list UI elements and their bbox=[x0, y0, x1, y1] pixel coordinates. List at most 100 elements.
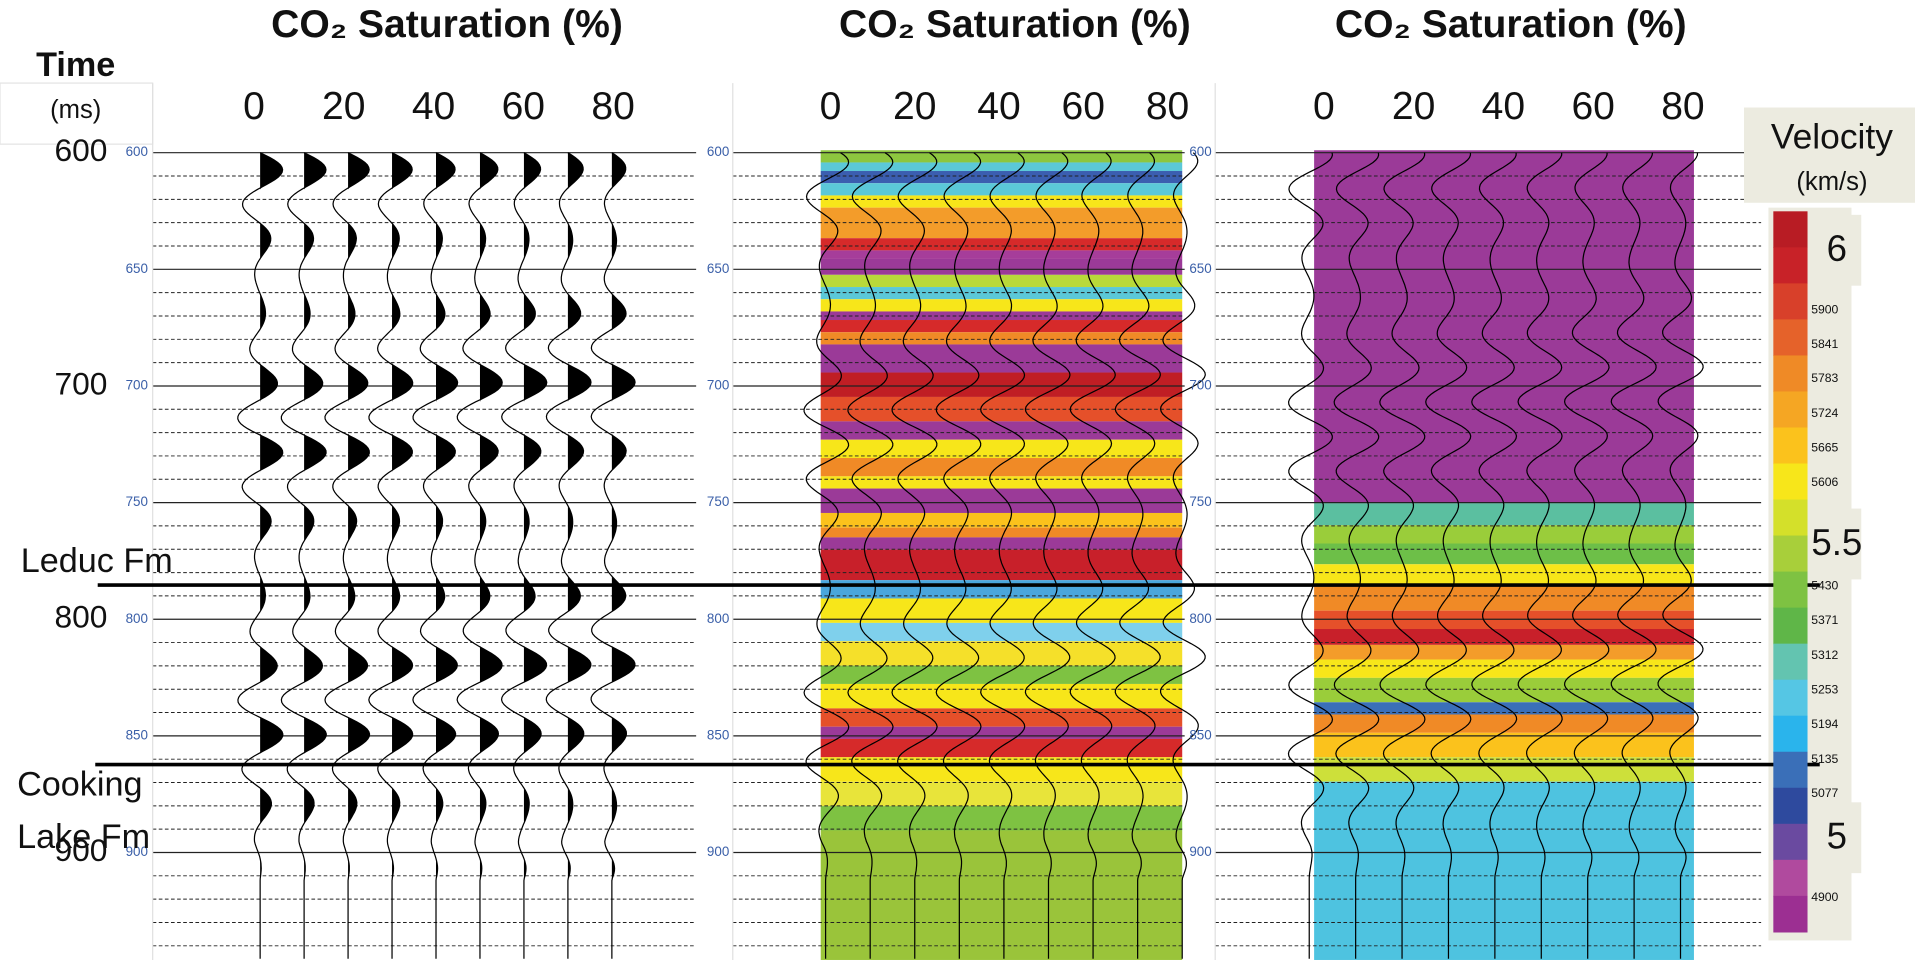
x-tick-label: 60 bbox=[1571, 85, 1614, 128]
panel-time-label: 850 bbox=[707, 727, 729, 742]
velocity-band bbox=[1314, 544, 1694, 565]
velocity-band bbox=[821, 550, 1183, 581]
colorbar-tick-label: 5430 bbox=[1811, 579, 1838, 593]
colorbar-tick-label: 5253 bbox=[1811, 683, 1838, 697]
panel-time-label: 800 bbox=[1189, 611, 1211, 626]
panel-time-label: 600 bbox=[1189, 144, 1211, 159]
panel-time-label: 800 bbox=[126, 611, 148, 626]
colorbar-tick-label: 5135 bbox=[1811, 752, 1838, 766]
colorbar-tick-label: 5900 bbox=[1811, 302, 1838, 316]
colorbar-swatch bbox=[1773, 716, 1807, 753]
time-tick-label: 800 bbox=[54, 599, 107, 635]
colorbar-tick-label: 5783 bbox=[1811, 371, 1838, 385]
colorbar-swatch bbox=[1773, 752, 1807, 789]
velocity-band bbox=[821, 489, 1183, 513]
panel-time-label: 700 bbox=[1189, 378, 1211, 393]
velocity-band bbox=[821, 320, 1183, 332]
colorbar-swatch bbox=[1773, 860, 1807, 897]
x-tick-label: 0 bbox=[820, 85, 842, 128]
velocity-band bbox=[821, 513, 1183, 528]
velocity-band bbox=[1314, 150, 1694, 503]
velocity-band bbox=[821, 332, 1183, 344]
panel-time-label: 850 bbox=[1189, 727, 1211, 742]
x-tick-label: 60 bbox=[502, 85, 545, 128]
panel-time-label: 900 bbox=[1189, 844, 1211, 859]
formation-label: Cooking bbox=[17, 766, 142, 804]
velocity-band bbox=[1314, 586, 1694, 610]
velocity-band bbox=[821, 528, 1183, 538]
colorbar-swatch bbox=[1773, 572, 1807, 609]
x-tick-label: 80 bbox=[1146, 85, 1189, 128]
x-tick-label: 40 bbox=[1482, 85, 1525, 128]
x-tick-label: 40 bbox=[412, 85, 455, 128]
colorbar-tick-label: 5371 bbox=[1811, 613, 1838, 627]
panel-time-label: 750 bbox=[126, 494, 148, 509]
velocity-band bbox=[821, 708, 1183, 726]
x-tick-label: 80 bbox=[591, 85, 634, 128]
panel-time-label: 800 bbox=[707, 611, 729, 626]
panel-time-label: 650 bbox=[707, 261, 729, 276]
colorbar-swatch bbox=[1773, 500, 1807, 537]
velocity-band bbox=[1314, 525, 1694, 543]
time-axis-unit: (ms) bbox=[50, 96, 101, 124]
x-tick-label: 0 bbox=[243, 85, 265, 128]
panel-time-label: 700 bbox=[707, 378, 729, 393]
panel-title: CO₂ Saturation (%) bbox=[839, 3, 1191, 46]
colorbar-swatch bbox=[1773, 896, 1807, 933]
velocity-band bbox=[1314, 678, 1694, 702]
colorbar-major-label: 5 bbox=[1827, 816, 1847, 857]
velocity-band bbox=[821, 641, 1183, 665]
colorbar-major-label: 6 bbox=[1827, 228, 1847, 269]
x-tick-label: 80 bbox=[1661, 85, 1704, 128]
colorbar-swatch bbox=[1773, 788, 1807, 825]
panel-time-label: 650 bbox=[1189, 261, 1211, 276]
panel-time-label: 600 bbox=[126, 144, 148, 159]
x-tick-label: 40 bbox=[977, 85, 1020, 128]
time-axis-title: Time bbox=[36, 46, 115, 84]
velocity-band bbox=[1314, 714, 1694, 732]
colorbar-tick-label: 5077 bbox=[1811, 786, 1838, 800]
formation-label: Leduc Fm bbox=[21, 542, 173, 580]
colorbar-swatch bbox=[1773, 608, 1807, 645]
velocity-band bbox=[1314, 611, 1694, 629]
panel-title: CO₂ Saturation (%) bbox=[271, 3, 623, 46]
colorbar-swatch bbox=[1773, 211, 1807, 248]
colorbar-swatch bbox=[1773, 283, 1807, 320]
panel-time-label: 600 bbox=[707, 144, 729, 159]
velocity-band bbox=[821, 623, 1183, 641]
colorbar-swatch bbox=[1773, 427, 1807, 464]
colorbar-tick-label: 5841 bbox=[1811, 337, 1838, 351]
colorbar-swatch bbox=[1773, 536, 1807, 573]
x-tick-label: 20 bbox=[893, 85, 936, 128]
colorbar-tick-label: 5312 bbox=[1811, 648, 1838, 662]
colorbar-tick-label: 5724 bbox=[1811, 406, 1838, 420]
figure: 6006507007508008509006006507007508008509… bbox=[0, 0, 1915, 960]
colorbar-major-label: 5.5 bbox=[1811, 522, 1862, 563]
velocity-band bbox=[821, 440, 1183, 458]
panel-time-label: 750 bbox=[1189, 494, 1211, 509]
panel-time-label: 850 bbox=[126, 727, 148, 742]
time-tick-label: 900 bbox=[54, 832, 107, 868]
page: { "panels": [ {"title": "CO₂ Saturation … bbox=[0, 0, 1915, 960]
velocity-band bbox=[821, 831, 1183, 960]
colorbar-unit: (km/s) bbox=[1796, 168, 1867, 196]
x-tick-label: 60 bbox=[1062, 85, 1105, 128]
velocity-band bbox=[821, 727, 1183, 739]
time-tick-label: 700 bbox=[54, 365, 107, 401]
panel-time-label: 700 bbox=[126, 378, 148, 393]
velocity-band bbox=[1314, 757, 1694, 781]
time-tick-label: 600 bbox=[54, 132, 107, 168]
x-tick-label: 20 bbox=[1392, 85, 1435, 128]
velocity-band bbox=[821, 739, 1183, 757]
velocity-band bbox=[1314, 660, 1694, 678]
colorbar-tick-label: 4900 bbox=[1811, 890, 1838, 904]
colorbar-swatch bbox=[1773, 355, 1807, 392]
colorbar-swatch bbox=[1773, 644, 1807, 681]
panel-time-label: 650 bbox=[126, 261, 148, 276]
velocity-band bbox=[821, 162, 1183, 171]
colorbar-swatch bbox=[1773, 247, 1807, 284]
velocity-band bbox=[821, 421, 1183, 439]
colorbar-title: Velocity bbox=[1771, 117, 1893, 157]
colorbar-swatch bbox=[1773, 680, 1807, 717]
panel-title: CO₂ Saturation (%) bbox=[1335, 3, 1687, 46]
